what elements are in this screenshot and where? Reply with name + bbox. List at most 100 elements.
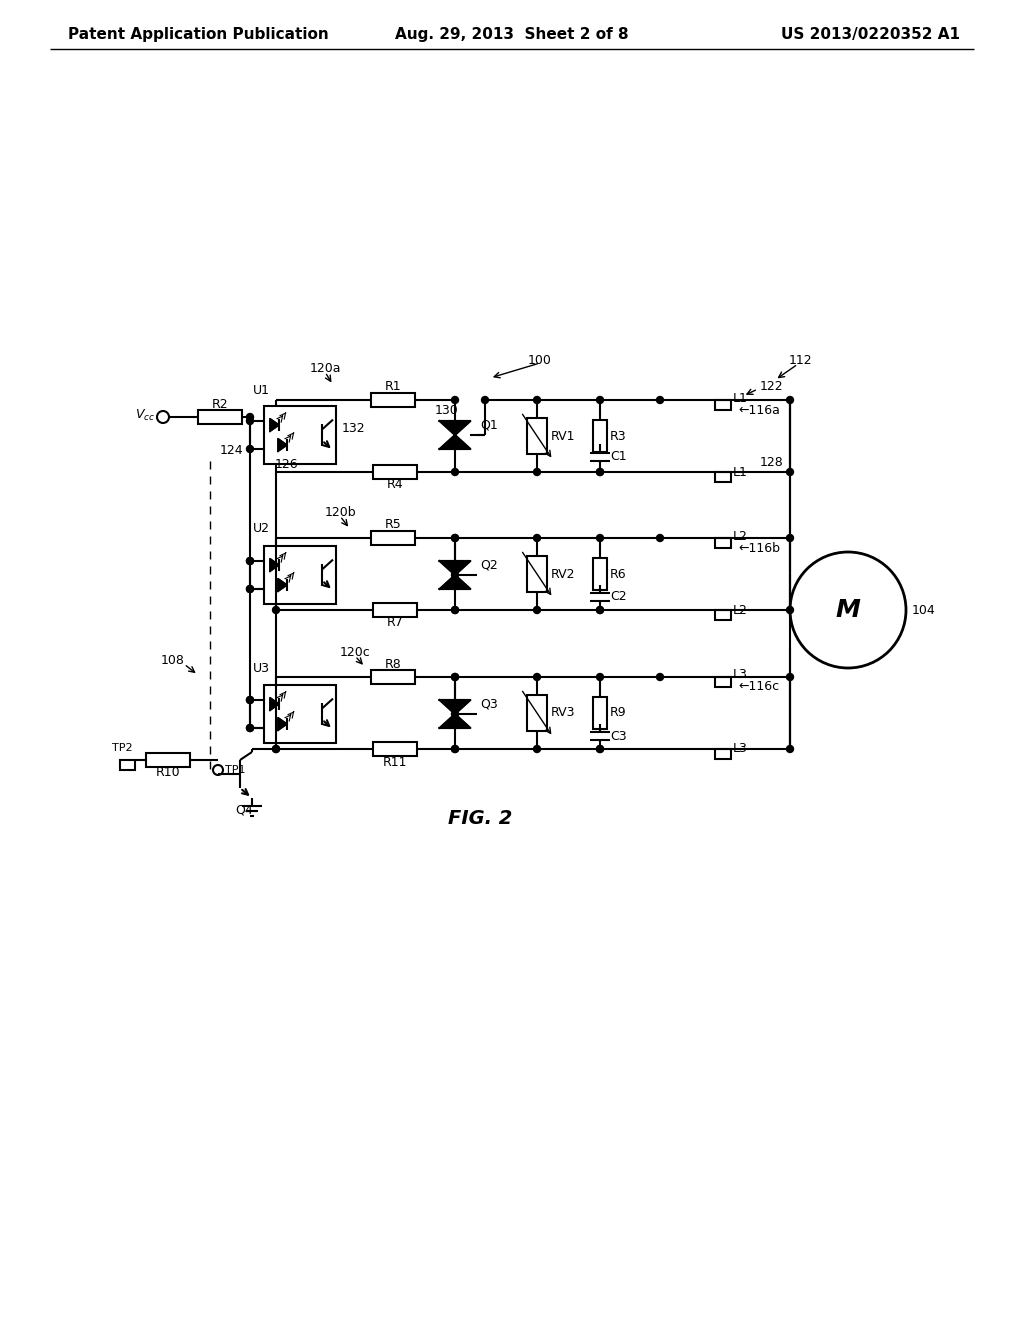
Circle shape — [247, 697, 254, 704]
Text: U2: U2 — [253, 521, 270, 535]
Circle shape — [597, 535, 603, 541]
Circle shape — [597, 746, 603, 752]
Circle shape — [452, 572, 459, 578]
Circle shape — [534, 673, 541, 681]
Bar — [264, 407, 336, 465]
Text: ←116b: ←116b — [738, 541, 780, 554]
Text: Aug. 29, 2013  Sheet 2 of 8: Aug. 29, 2013 Sheet 2 of 8 — [395, 28, 629, 42]
Text: Q4: Q4 — [234, 804, 253, 817]
Circle shape — [656, 535, 664, 541]
Polygon shape — [278, 438, 287, 451]
Circle shape — [452, 606, 459, 614]
Circle shape — [597, 606, 603, 614]
Circle shape — [247, 586, 254, 593]
Circle shape — [786, 746, 794, 752]
Circle shape — [452, 606, 459, 614]
Circle shape — [786, 673, 794, 681]
Text: R3: R3 — [610, 429, 627, 442]
Circle shape — [481, 396, 488, 404]
Text: R9: R9 — [610, 706, 627, 719]
Circle shape — [786, 396, 794, 404]
Polygon shape — [439, 561, 470, 576]
Text: $V_{cc}$: $V_{cc}$ — [135, 408, 155, 422]
Bar — [371, 531, 415, 545]
Text: 130: 130 — [435, 404, 459, 417]
Text: 122: 122 — [760, 380, 783, 392]
Text: R1: R1 — [385, 380, 401, 393]
Circle shape — [452, 535, 459, 541]
Circle shape — [452, 396, 459, 404]
Text: RV1: RV1 — [551, 429, 575, 442]
Circle shape — [452, 535, 459, 541]
Bar — [146, 752, 190, 767]
Bar — [373, 603, 417, 616]
Text: RV2: RV2 — [551, 568, 575, 581]
Text: 126: 126 — [275, 458, 299, 471]
Text: 120c: 120c — [340, 645, 371, 659]
Polygon shape — [278, 578, 287, 591]
Text: R8: R8 — [385, 657, 401, 671]
Text: Q3: Q3 — [480, 697, 498, 710]
Text: ←116a: ←116a — [738, 404, 780, 417]
Text: C3: C3 — [610, 730, 627, 742]
Text: U1: U1 — [253, 384, 270, 396]
Circle shape — [272, 746, 280, 752]
Circle shape — [247, 725, 254, 731]
Bar — [715, 677, 731, 686]
Text: L1: L1 — [733, 392, 748, 404]
Circle shape — [452, 673, 459, 681]
Bar — [715, 610, 731, 620]
Circle shape — [534, 396, 541, 404]
Circle shape — [452, 673, 459, 681]
Circle shape — [247, 725, 254, 731]
Text: 128: 128 — [760, 455, 783, 469]
Text: C2: C2 — [610, 590, 627, 603]
Text: L1: L1 — [733, 466, 748, 479]
Polygon shape — [270, 418, 279, 432]
Bar — [264, 685, 336, 743]
Text: Q1: Q1 — [480, 418, 498, 432]
Circle shape — [656, 396, 664, 404]
Bar — [198, 411, 242, 424]
Circle shape — [786, 606, 794, 614]
Bar — [715, 473, 731, 482]
Polygon shape — [439, 436, 470, 449]
Circle shape — [534, 469, 541, 475]
Circle shape — [247, 446, 254, 453]
Bar — [715, 748, 731, 759]
Polygon shape — [270, 558, 279, 572]
Text: 124: 124 — [219, 444, 243, 457]
Circle shape — [452, 710, 459, 718]
Bar — [373, 465, 417, 479]
Bar — [593, 558, 607, 590]
Text: Q2: Q2 — [480, 558, 498, 572]
Text: U3: U3 — [253, 661, 270, 675]
Text: TP1: TP1 — [225, 766, 246, 775]
Text: L3: L3 — [733, 668, 748, 681]
Circle shape — [452, 469, 459, 475]
Circle shape — [247, 417, 254, 425]
Text: R11: R11 — [383, 755, 408, 768]
Bar — [715, 539, 731, 548]
Circle shape — [452, 746, 459, 752]
Bar — [371, 671, 415, 684]
Circle shape — [247, 586, 254, 593]
Text: 112: 112 — [788, 354, 812, 367]
Bar — [264, 546, 336, 605]
Text: L3: L3 — [733, 742, 748, 755]
Text: R2: R2 — [212, 397, 228, 411]
Bar — [593, 697, 607, 729]
Text: RV3: RV3 — [551, 706, 575, 719]
Circle shape — [272, 746, 280, 752]
Circle shape — [597, 469, 603, 475]
Polygon shape — [270, 698, 279, 710]
Circle shape — [597, 469, 603, 475]
Text: 120a: 120a — [309, 362, 341, 375]
Text: L2: L2 — [733, 603, 748, 616]
Text: Patent Application Publication: Patent Application Publication — [68, 28, 329, 42]
Text: 120b: 120b — [325, 506, 355, 519]
Polygon shape — [439, 421, 470, 436]
Polygon shape — [439, 714, 470, 729]
Text: 104: 104 — [912, 603, 936, 616]
Circle shape — [597, 673, 603, 681]
